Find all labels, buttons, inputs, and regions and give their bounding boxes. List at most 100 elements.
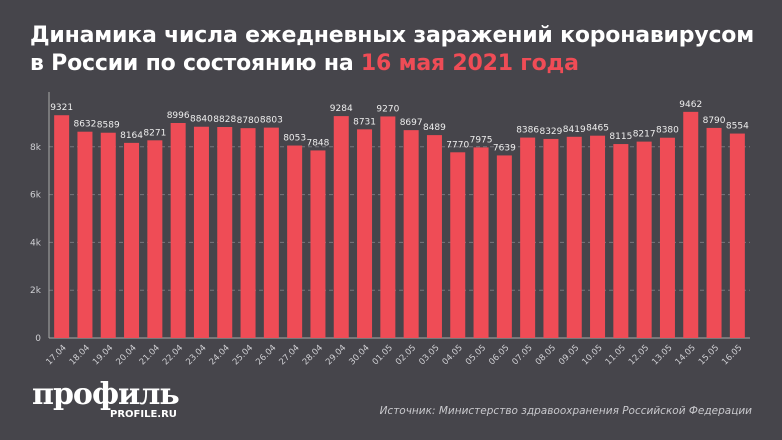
profile-logo: профиль: [32, 377, 180, 412]
bar: [77, 131, 93, 338]
x-tick-label: 19.04: [91, 343, 115, 367]
x-tick-label: 22.04: [161, 343, 185, 367]
data-label: 8790: [703, 116, 726, 126]
data-label: 8840: [190, 115, 213, 125]
data-label: 8380: [656, 126, 679, 136]
x-tick-label: 14.05: [674, 343, 698, 367]
x-tick-label: 15.05: [697, 343, 721, 367]
data-label: 8386: [516, 126, 539, 136]
y-tick-label: 0: [35, 334, 41, 344]
bar: [590, 135, 606, 338]
x-tick-label: 26.04: [254, 343, 278, 367]
y-tick-label: 8k: [30, 143, 42, 153]
x-tick-label: 16.05: [720, 343, 744, 367]
source-note: Источник: Министерство здравоохранения Р…: [379, 405, 752, 417]
x-tick-label: 11.05: [604, 343, 628, 367]
data-label: 8164: [120, 131, 143, 141]
x-tick-label: 03.05: [417, 343, 441, 367]
bar: [240, 128, 256, 338]
bar: [659, 137, 675, 338]
y-tick-label: 4k: [30, 238, 42, 248]
data-label: 8217: [633, 130, 656, 140]
x-tick-label: 09.05: [557, 343, 581, 367]
bar: [729, 133, 745, 338]
x-tick-label: 28.04: [301, 343, 325, 367]
data-label: 8115: [609, 132, 632, 142]
data-label: 8554: [726, 122, 749, 132]
data-label: 7639: [493, 143, 516, 153]
x-tick-label: 01.05: [371, 343, 395, 367]
data-label: 7848: [306, 138, 329, 148]
data-label: 8329: [539, 127, 562, 137]
bar: [450, 152, 466, 338]
data-label: 9270: [376, 104, 399, 114]
x-tick-label: 29.04: [324, 343, 348, 367]
x-tick-label: 23.04: [184, 343, 208, 367]
chart-title: Динамика числа ежедневных заражений коро…: [30, 22, 754, 78]
bar: [310, 150, 326, 338]
x-tick-label: 30.04: [347, 343, 371, 367]
data-label: 9284: [330, 104, 353, 114]
data-label: 8731: [353, 117, 376, 127]
bar: [636, 141, 652, 338]
bar: [357, 129, 373, 338]
data-label: 8996: [167, 111, 190, 121]
bar: [124, 142, 140, 338]
bar: [613, 144, 629, 338]
bar: [706, 127, 722, 338]
data-label: 9321: [50, 103, 73, 113]
bar: [193, 126, 209, 338]
bar: [287, 145, 303, 338]
x-tick-label: 18.04: [68, 343, 92, 367]
x-tick-label: 24.04: [208, 343, 232, 367]
bar: [54, 115, 70, 338]
bar: [496, 155, 512, 338]
data-label: 8419: [563, 125, 586, 135]
x-tick-label: 02.05: [394, 343, 418, 367]
bar: [263, 127, 279, 338]
x-tick-label: 04.05: [441, 343, 465, 367]
x-tick-label: 25.04: [231, 343, 255, 367]
bar: [566, 136, 582, 338]
bar: [426, 135, 442, 338]
y-tick-label: 6k: [30, 191, 42, 201]
bar: [380, 116, 396, 339]
data-label: 8803: [260, 116, 283, 126]
bar: [147, 140, 163, 338]
x-tick-label: 05.05: [464, 343, 488, 367]
bar: [473, 147, 489, 338]
x-tick-label: 12.05: [627, 343, 651, 367]
data-label: 7975: [470, 135, 493, 145]
y-tick-label: 2k: [30, 286, 42, 296]
bar: [170, 122, 186, 338]
bar: [403, 130, 419, 338]
data-label: 8780: [237, 116, 260, 126]
data-label: 8697: [400, 118, 423, 128]
bar: [683, 111, 699, 338]
x-tick-label: 20.04: [114, 343, 138, 367]
x-tick-label: 08.05: [534, 343, 558, 367]
x-tick-label: 06.05: [487, 343, 511, 367]
x-tick-label: 17.04: [44, 343, 68, 367]
title-date: 16 мая 2021 года: [360, 51, 579, 76]
data-label: 8465: [586, 124, 609, 134]
title-prefix: в России по состоянию на: [30, 51, 361, 76]
data-label: 8589: [97, 121, 120, 131]
x-tick-label: 07.05: [510, 343, 534, 367]
data-label: 8489: [423, 123, 446, 133]
x-tick-label: 10.05: [580, 343, 604, 367]
bar: [520, 137, 536, 338]
data-label: 8632: [73, 120, 96, 130]
data-label: 8271: [143, 128, 166, 138]
bar: [217, 127, 233, 338]
x-tick-label: 21.04: [138, 343, 162, 367]
data-label: 8053: [283, 134, 306, 144]
data-label: 8828: [213, 115, 236, 125]
x-tick-label: 13.05: [650, 343, 674, 367]
title-line-1: Динамика числа ежедневных заражений коро…: [30, 23, 754, 48]
bar: [333, 116, 349, 338]
bar: [543, 138, 559, 338]
profile-logo-sub: PROFILE.RU: [110, 409, 177, 420]
title-line-2: в России по состоянию на 16 мая 2021 год…: [30, 50, 754, 78]
data-label: 9462: [679, 100, 702, 110]
